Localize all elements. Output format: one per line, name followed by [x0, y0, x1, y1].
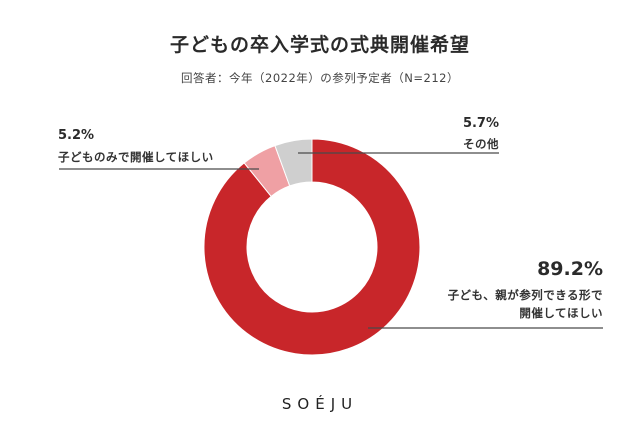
pct-with-parents: 89.2% [537, 258, 603, 280]
chart-title: 子どもの卒入学式の式典開催希望 [169, 34, 470, 56]
label-children-only: 子どものみで開催してほしい [58, 150, 214, 164]
slice-other [274, 138, 313, 187]
label-other: その他 [463, 137, 499, 151]
pct-children-only: 5.2% [58, 128, 95, 143]
pct-other: 5.7% [462, 116, 499, 131]
brand-logo: SOÉJU [281, 395, 359, 413]
chart-subtitle: 回答者：今年（2022年）の参列予定者（N=212） [181, 71, 459, 85]
label-with-parents-line2: 開催してほしい [519, 306, 603, 320]
label-with-parents-line1: 子ども、親が参列できる形で [447, 288, 603, 302]
slice-with-parents [203, 138, 421, 356]
